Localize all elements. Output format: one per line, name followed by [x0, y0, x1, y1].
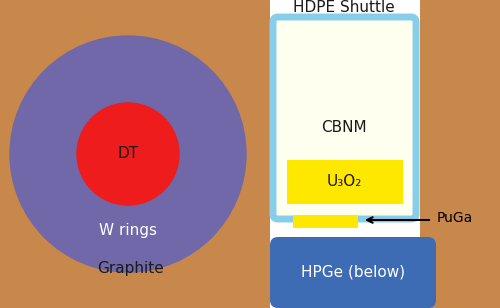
FancyBboxPatch shape — [273, 17, 416, 219]
Text: DT: DT — [118, 147, 139, 161]
Text: W rings: W rings — [99, 222, 157, 237]
Text: CBNM: CBNM — [321, 120, 367, 136]
Text: HPGe (below): HPGe (below) — [301, 265, 405, 279]
Text: U₃O₂: U₃O₂ — [326, 175, 362, 189]
Text: Graphite: Graphite — [96, 261, 164, 275]
Circle shape — [10, 36, 246, 272]
Text: PuGa: PuGa — [437, 211, 473, 225]
Bar — [270, 0, 420, 308]
FancyBboxPatch shape — [270, 237, 436, 308]
Bar — [287, 160, 403, 204]
Circle shape — [77, 103, 179, 205]
Bar — [293, 215, 358, 228]
Text: HDPE Shuttle: HDPE Shuttle — [293, 1, 395, 15]
Bar — [455, 0, 500, 308]
